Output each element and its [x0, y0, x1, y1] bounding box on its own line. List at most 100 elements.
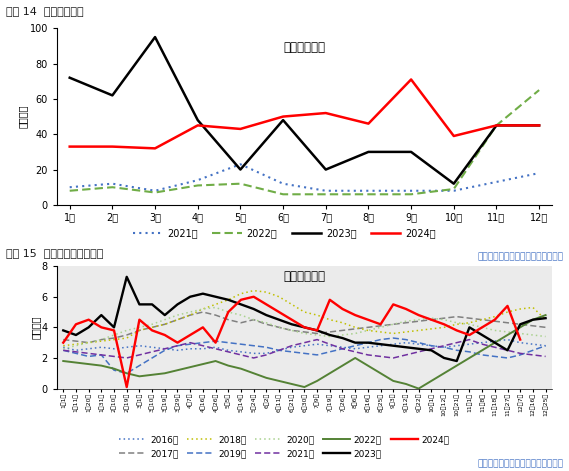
- 2024年: [327, 297, 333, 303]
- 2018年: [327, 317, 333, 323]
- 2021年: [174, 343, 181, 349]
- 2017年: [250, 317, 257, 323]
- 2016年: [542, 343, 549, 349]
- 2018年: [162, 321, 168, 327]
- 2019年: [288, 349, 295, 355]
- 2022年: [453, 363, 460, 368]
- 2016年: [327, 343, 333, 349]
- 2020年: [377, 325, 384, 330]
- 2023年: [542, 316, 549, 321]
- 2020年: [212, 305, 219, 310]
- 2021年: [504, 348, 511, 353]
- 2023年: [314, 328, 320, 333]
- 2021年: [151, 188, 158, 194]
- 2023年: [339, 335, 346, 341]
- 2021年: [263, 352, 270, 358]
- 2018年: [492, 314, 498, 319]
- 2023年: [466, 325, 473, 330]
- 2018年: [377, 329, 384, 335]
- 2019年: [530, 348, 537, 353]
- 2023年: [149, 301, 155, 307]
- 2021年: [390, 355, 397, 361]
- 2022年: [415, 386, 422, 391]
- 2024年: [322, 110, 329, 116]
- 2019年: [275, 348, 282, 353]
- 2019年: [301, 350, 308, 356]
- 2019年: [415, 340, 422, 346]
- 2022年: [225, 363, 232, 368]
- 2022年: [162, 370, 168, 376]
- 2019年: [174, 343, 181, 349]
- 2017年: [98, 337, 105, 342]
- 2019年: [428, 343, 435, 349]
- 2021年: [365, 188, 372, 194]
- 2020年: [365, 328, 372, 333]
- 2020年: [402, 318, 409, 324]
- 2021年: [200, 343, 207, 349]
- 2020年: [428, 316, 435, 321]
- Line: 2021年: 2021年: [63, 340, 546, 358]
- 2024年: [98, 325, 105, 330]
- 2023年: [123, 274, 130, 280]
- 2016年: [365, 344, 372, 350]
- 2018年: [275, 294, 282, 300]
- 2021年: [352, 349, 358, 355]
- 2018年: [72, 341, 79, 347]
- Legend: 2021年, 2022年, 2023年, 2024年: 2021年, 2022年, 2023年, 2024年: [129, 225, 440, 243]
- 2020年: [440, 317, 447, 323]
- 2023年: [187, 294, 193, 300]
- 2021年: [322, 188, 329, 194]
- 2016年: [200, 346, 207, 351]
- 2016年: [453, 343, 460, 349]
- 2023年: [517, 321, 523, 327]
- 2024年: [352, 312, 358, 318]
- 2022年: [301, 384, 308, 390]
- 2022年: [288, 381, 295, 387]
- 2022年: [123, 370, 130, 376]
- 2020年: [479, 325, 485, 330]
- 2017年: [542, 325, 549, 330]
- 2019年: [390, 335, 397, 341]
- 2022年: [327, 370, 333, 376]
- 2016年: [187, 346, 193, 351]
- 2021年: [493, 179, 500, 185]
- Text: 数据来源：我的农产品网、国元期货: 数据来源：我的农产品网、国元期货: [477, 460, 563, 469]
- 2021年: [123, 355, 130, 361]
- 2021年: [85, 350, 92, 356]
- 2021年: [301, 340, 308, 346]
- 2017年: [466, 316, 473, 321]
- 2024年: [66, 144, 73, 149]
- 2020年: [453, 320, 460, 325]
- 2018年: [415, 328, 422, 333]
- 2018年: [237, 291, 244, 297]
- 2022年: [109, 185, 116, 190]
- 2023年: [225, 297, 232, 303]
- Line: 2022年: 2022年: [63, 315, 546, 389]
- 2022年: [339, 363, 346, 368]
- 2021年: [149, 349, 155, 355]
- 2016年: [530, 341, 537, 347]
- 2023年: [390, 343, 397, 349]
- 2018年: [440, 325, 447, 330]
- 2022年: [466, 355, 473, 361]
- 2024年: [123, 384, 130, 390]
- 2024年: [288, 317, 295, 323]
- 2018年: [174, 317, 181, 323]
- 2016年: [492, 338, 498, 344]
- 2022年: [194, 183, 201, 188]
- 2024年: [85, 317, 92, 323]
- 2017年: [301, 329, 308, 335]
- 2018年: [225, 297, 232, 303]
- 2019年: [72, 350, 79, 356]
- 2019年: [517, 352, 523, 358]
- 2018年: [110, 337, 117, 342]
- 2019年: [225, 340, 232, 346]
- 2017年: [365, 325, 372, 330]
- 2018年: [542, 317, 549, 323]
- 2022年: [504, 332, 511, 338]
- 2022年: [535, 87, 542, 93]
- 2022年: [365, 192, 372, 197]
- 2016年: [339, 344, 346, 350]
- 2017年: [415, 318, 422, 324]
- Y-axis label: （万吨）: （万吨）: [18, 105, 28, 128]
